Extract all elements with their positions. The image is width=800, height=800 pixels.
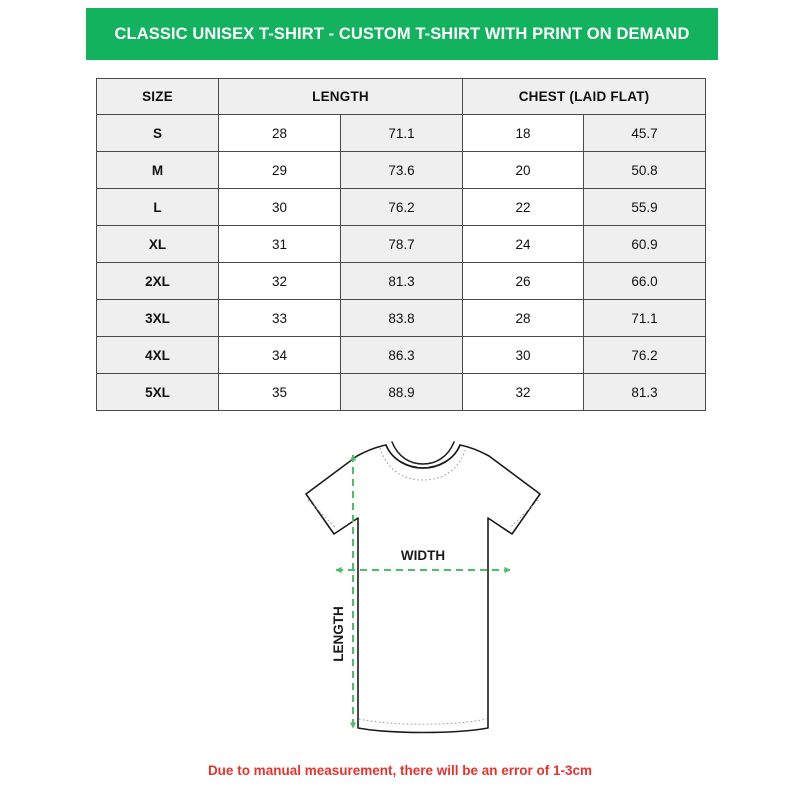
cell-size: S bbox=[96, 114, 219, 152]
cell-length-cm: 76.2 bbox=[339, 188, 464, 226]
cell-size: L bbox=[96, 188, 219, 226]
collar-stitch-icon bbox=[379, 447, 467, 481]
table-row: XL 31 78.7 24 60.9 bbox=[96, 225, 707, 263]
width-label: WIDTH bbox=[401, 548, 445, 563]
cell-size: 5XL bbox=[96, 373, 219, 411]
cell-chest-in: 20 bbox=[462, 151, 585, 189]
cell-length-in: 33 bbox=[218, 299, 341, 337]
cell-size: 2XL bbox=[96, 262, 219, 300]
cell-chest-cm: 66.0 bbox=[583, 262, 707, 300]
cell-chest-in: 28 bbox=[462, 299, 585, 337]
tshirt-outline-icon bbox=[305, 444, 541, 734]
table-head: SIZE LENGTH CHEST (LAID FLAT) bbox=[96, 78, 707, 115]
table-row: L 30 76.2 22 55.9 bbox=[96, 188, 707, 226]
cell-size: 3XL bbox=[96, 299, 219, 337]
header-banner: CLASSIC UNISEX T-SHIRT - CUSTOM T-SHIRT … bbox=[86, 8, 718, 60]
cell-length-cm: 86.3 bbox=[339, 336, 464, 374]
size-chart-table-container: SIZE LENGTH CHEST (LAID FLAT) S 28 71.1 18 4… bbox=[96, 78, 707, 411]
size-chart-table: SIZE LENGTH CHEST (LAID FLAT) S 28 71.1 18 4… bbox=[96, 78, 707, 411]
cell-chest-cm: 60.9 bbox=[583, 225, 707, 263]
cell-size: 4XL bbox=[96, 336, 219, 374]
table-row: S 28 71.1 18 45.7 bbox=[96, 114, 707, 152]
cell-length-cm: 88.9 bbox=[339, 373, 464, 411]
table-row: 3XL 33 83.8 28 71.1 bbox=[96, 299, 707, 337]
table-row: 2XL 32 81.3 26 66.0 bbox=[96, 262, 707, 300]
cell-chest-in: 22 bbox=[462, 188, 585, 226]
cell-length-in: 35 bbox=[218, 373, 341, 411]
cell-chest-cm: 81.3 bbox=[583, 373, 707, 411]
cell-chest-in: 30 bbox=[462, 336, 585, 374]
cell-length-cm: 83.8 bbox=[339, 299, 464, 337]
table-row: M 29 73.6 20 50.8 bbox=[96, 151, 707, 189]
page-title: CLASSIC UNISEX T-SHIRT - CUSTOM T-SHIRT … bbox=[114, 24, 690, 43]
cell-chest-cm: 71.1 bbox=[583, 299, 707, 337]
cell-size: M bbox=[96, 151, 219, 189]
collar-inner-icon bbox=[391, 441, 455, 465]
column-header-chest: CHEST (LAID FLAT) bbox=[462, 78, 707, 115]
cell-length-in: 28 bbox=[218, 114, 341, 152]
cell-length-cm: 73.6 bbox=[339, 151, 464, 189]
table-header-row: SIZE LENGTH CHEST (LAID FLAT) bbox=[96, 78, 707, 115]
cell-chest-in: 18 bbox=[462, 114, 585, 152]
length-label: LENGTH bbox=[331, 606, 346, 662]
cell-length-in: 32 bbox=[218, 262, 341, 300]
cell-chest-cm: 45.7 bbox=[583, 114, 707, 152]
measurement-disclaimer: Due to manual measurement, there will be… bbox=[207, 763, 593, 778]
table-body: S 28 71.1 18 45.7 M 29 73.6 20 50.8 L 30 76.2 22 55.9 X… bbox=[96, 114, 707, 411]
cell-length-cm: 78.7 bbox=[339, 225, 464, 263]
table-row: 5XL 35 88.9 32 81.3 bbox=[96, 373, 707, 411]
sleeve-right-hem-stitch-icon bbox=[509, 499, 539, 529]
tshirt-measurement-diagram: WIDTH LENGTH bbox=[240, 438, 570, 743]
cell-length-in: 34 bbox=[218, 336, 341, 374]
collar-outer-icon bbox=[385, 444, 461, 469]
bottom-hem-stitch-icon bbox=[358, 718, 488, 725]
cell-length-cm: 71.1 bbox=[339, 114, 464, 152]
column-header-size: SIZE bbox=[96, 78, 219, 115]
cell-chest-in: 24 bbox=[462, 225, 585, 263]
cell-chest-cm: 50.8 bbox=[583, 151, 707, 189]
cell-chest-in: 26 bbox=[462, 262, 585, 300]
cell-chest-in: 32 bbox=[462, 373, 585, 411]
cell-length-in: 29 bbox=[218, 151, 341, 189]
cell-chest-cm: 55.9 bbox=[583, 188, 707, 226]
column-header-length: LENGTH bbox=[217, 78, 464, 115]
cell-length-in: 31 bbox=[218, 225, 341, 263]
table-row: 4XL 34 86.3 30 76.2 bbox=[96, 336, 707, 374]
cell-size: XL bbox=[96, 225, 219, 263]
cell-length-cm: 81.3 bbox=[339, 262, 464, 300]
cell-length-in: 30 bbox=[218, 188, 341, 226]
sleeve-left-hem-stitch-icon bbox=[307, 499, 337, 529]
cell-chest-cm: 76.2 bbox=[583, 336, 707, 374]
